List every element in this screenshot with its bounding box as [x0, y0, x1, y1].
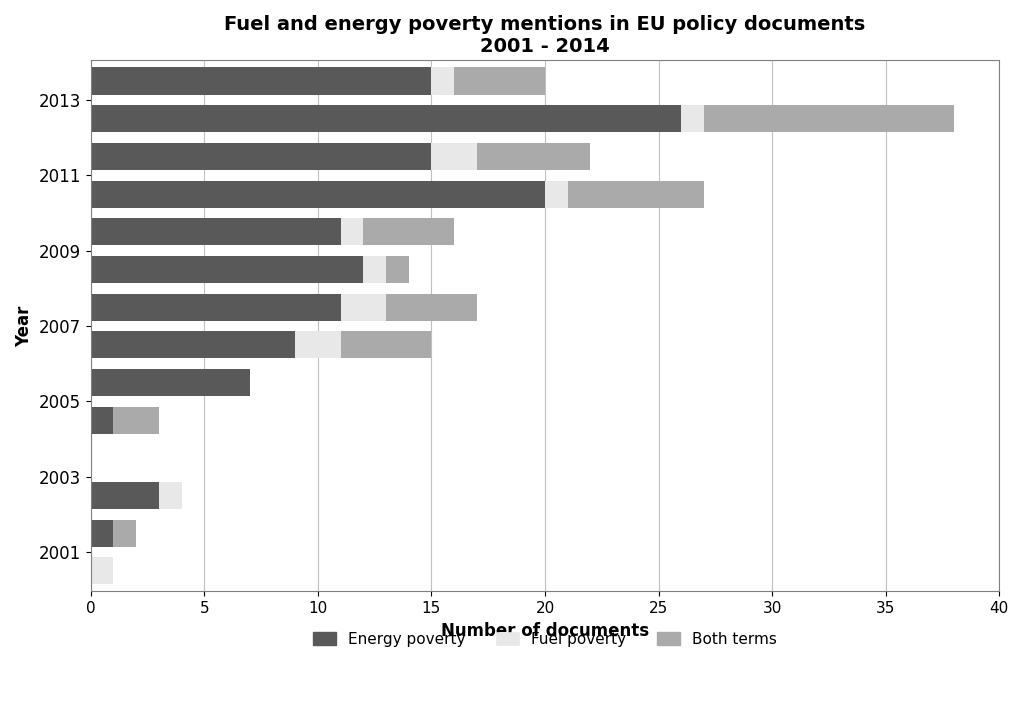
Bar — [91, 180, 545, 207]
Bar — [91, 68, 431, 95]
Title: Fuel and energy poverty mentions in EU policy documents
2001 - 2014: Fuel and energy poverty mentions in EU p… — [224, 15, 865, 56]
Bar — [91, 218, 341, 245]
Bar — [114, 520, 136, 547]
Bar — [91, 331, 295, 359]
Bar — [545, 180, 567, 207]
Bar — [567, 180, 705, 207]
Legend: Energy poverty, Fuel poverty, Both terms: Energy poverty, Fuel poverty, Both terms — [307, 625, 783, 653]
Bar — [295, 331, 341, 359]
Bar — [681, 105, 705, 133]
Bar — [386, 256, 409, 283]
Bar — [114, 406, 159, 434]
Bar — [91, 143, 431, 170]
Bar — [431, 68, 454, 95]
Bar — [477, 143, 591, 170]
Bar — [454, 68, 545, 95]
Bar — [431, 143, 477, 170]
Bar — [159, 482, 181, 509]
Bar — [91, 294, 341, 321]
Bar — [91, 369, 250, 396]
Bar — [364, 218, 454, 245]
Bar — [341, 294, 386, 321]
Bar — [91, 520, 114, 547]
Bar — [91, 557, 114, 585]
Bar — [386, 294, 477, 321]
Bar — [364, 256, 386, 283]
X-axis label: Number of documents: Number of documents — [441, 622, 649, 640]
Bar — [91, 256, 364, 283]
Y-axis label: Year: Year — [15, 305, 33, 347]
Bar — [91, 482, 159, 509]
Bar — [341, 331, 431, 359]
Bar — [705, 105, 954, 133]
Bar — [91, 105, 681, 133]
Bar — [341, 218, 364, 245]
Bar — [91, 406, 114, 434]
